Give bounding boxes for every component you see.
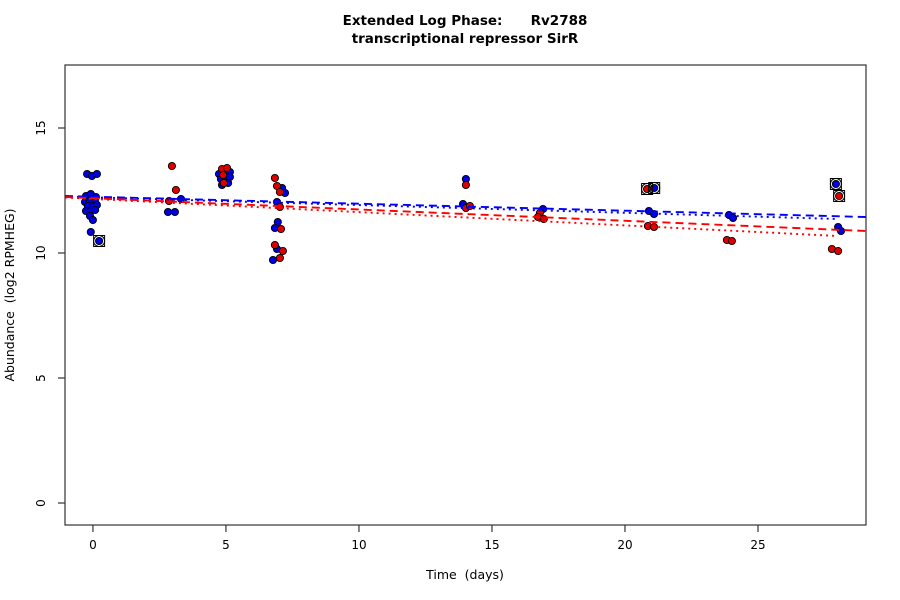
x-axis-title: Time (days) — [425, 567, 504, 582]
data-point-red — [270, 240, 279, 250]
outlier-circle — [648, 182, 661, 194]
data-point-blue — [95, 236, 104, 246]
data-point-blue — [728, 213, 738, 223]
data-point-red — [218, 170, 228, 180]
data-point-red — [278, 246, 287, 256]
y-axis-title: Abundance (log2 RPMHEG) — [2, 208, 17, 381]
x-tick-label: 25 — [750, 538, 765, 552]
trend-lines — [64, 195, 867, 237]
y-tick-label: 5 — [34, 374, 48, 382]
y-tick-label: 0 — [34, 499, 48, 507]
data-point-red — [275, 187, 284, 197]
data-point-red — [275, 253, 284, 263]
axis-ticks: 0 5 10 15 20 25 0 5 10 15 — [34, 120, 766, 552]
x-tick-label: 0 — [89, 538, 97, 552]
x-tick-label: 10 — [351, 538, 366, 552]
outlier-circle — [829, 178, 842, 190]
data-point-blue — [88, 215, 97, 225]
data-point-blue — [91, 205, 100, 215]
plot-border — [64, 64, 867, 526]
trend-line-red-dotted — [64, 196, 838, 237]
data-point-red — [167, 161, 176, 171]
data-point-red — [834, 246, 843, 256]
outlier-circle — [833, 190, 846, 202]
chart-title: Extended Log Phase: Rv2788 — [343, 13, 588, 29]
data-point-red — [219, 178, 228, 188]
x-tick-label: 5 — [222, 538, 230, 552]
data-point-red — [727, 236, 736, 246]
chart-subtitle: transcriptional repressor SirR — [352, 31, 579, 47]
y-tick-label: 15 — [34, 120, 48, 135]
outlier-markers — [93, 178, 846, 247]
x-tick-label: 20 — [617, 538, 632, 552]
y-tick-label: 10 — [34, 245, 48, 260]
data-point-red — [835, 191, 844, 201]
data-point-blue — [170, 207, 179, 217]
data-point-blue — [86, 227, 95, 237]
data-point-red — [222, 163, 232, 173]
trend-line-red-dashed — [64, 196, 867, 232]
data-point-blue — [831, 179, 840, 189]
data-point-blue — [92, 169, 101, 179]
data-point-red — [171, 185, 180, 195]
data-point-blue — [836, 226, 846, 236]
data-point-blue — [268, 255, 278, 265]
trend-line-blue-dotted — [64, 195, 838, 220]
outlier-circle — [641, 183, 654, 195]
x-tick-label: 15 — [484, 538, 499, 552]
data-point-red — [276, 224, 286, 234]
outlier-circle — [93, 235, 106, 247]
data-point-red — [461, 180, 470, 190]
data-point-red — [270, 173, 279, 183]
data-point-blue — [163, 207, 173, 217]
